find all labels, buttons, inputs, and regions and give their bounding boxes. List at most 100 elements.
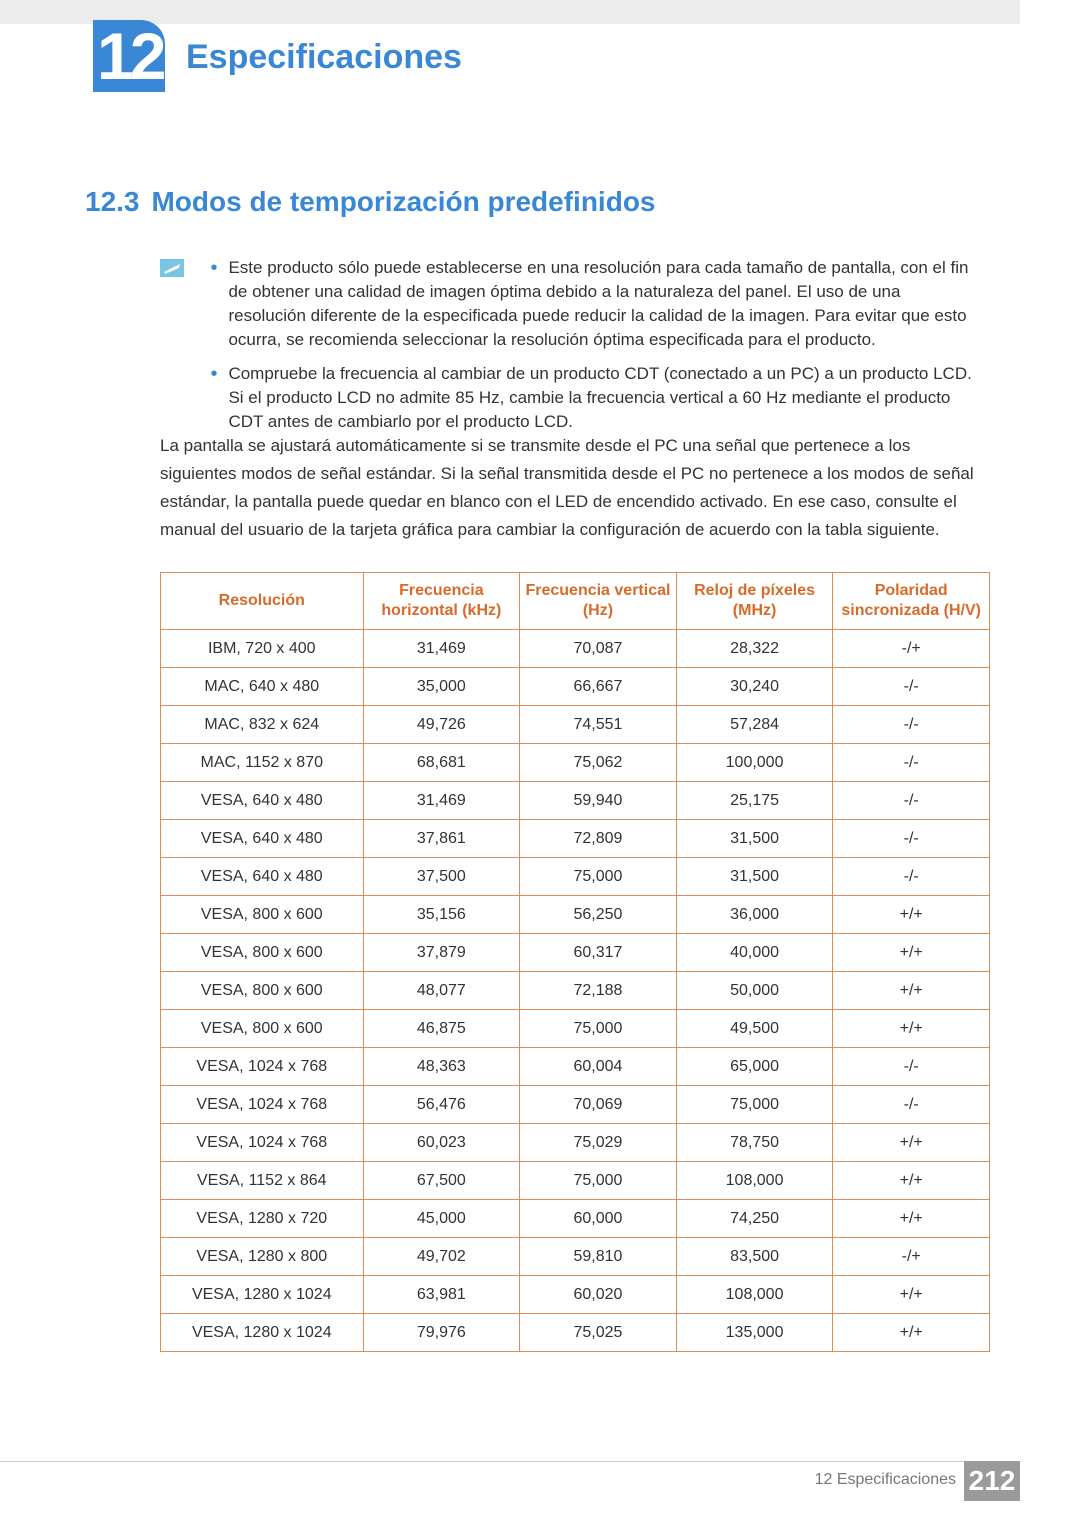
table-cell: 74,551 bbox=[520, 706, 677, 744]
table-cell: +/+ bbox=[833, 934, 990, 972]
table-cell: 49,726 bbox=[363, 706, 520, 744]
table-cell: 35,000 bbox=[363, 668, 520, 706]
table-row: VESA, 640 x 48037,86172,80931,500-/- bbox=[161, 820, 990, 858]
table-cell: 31,469 bbox=[363, 630, 520, 668]
table-cell: 48,363 bbox=[363, 1048, 520, 1086]
table-cell: +/+ bbox=[833, 1124, 990, 1162]
table-cell: 63,981 bbox=[363, 1276, 520, 1314]
table-cell: 37,500 bbox=[363, 858, 520, 896]
table-cell: 25,175 bbox=[676, 782, 833, 820]
page-number: 212 bbox=[964, 1461, 1020, 1501]
table-row: VESA, 1280 x 102463,98160,020108,000+/+ bbox=[161, 1276, 990, 1314]
table-row: VESA, 800 x 60046,87575,00049,500+/+ bbox=[161, 1010, 990, 1048]
table-cell: 37,879 bbox=[363, 934, 520, 972]
table-cell: +/+ bbox=[833, 1010, 990, 1048]
table-cell: 36,000 bbox=[676, 896, 833, 934]
table-cell: 108,000 bbox=[676, 1162, 833, 1200]
table-header-row: Resolución Frecuencia horizontal (kHz) F… bbox=[161, 573, 990, 630]
table-cell: MAC, 640 x 480 bbox=[161, 668, 364, 706]
table-cell: 108,000 bbox=[676, 1276, 833, 1314]
table-cell: -/+ bbox=[833, 630, 990, 668]
table-row: VESA, 1280 x 102479,97675,025135,000+/+ bbox=[161, 1314, 990, 1352]
note-block: Este producto sólo puede establecerse en… bbox=[160, 256, 985, 444]
table-cell: VESA, 1024 x 768 bbox=[161, 1048, 364, 1086]
table-cell: 60,000 bbox=[520, 1200, 677, 1238]
table-cell: 49,500 bbox=[676, 1010, 833, 1048]
footer-text: 12 Especificaciones bbox=[815, 1471, 956, 1489]
table-row: IBM, 720 x 40031,46970,08728,322-/+ bbox=[161, 630, 990, 668]
table-cell: 35,156 bbox=[363, 896, 520, 934]
table-cell: VESA, 1280 x 1024 bbox=[161, 1276, 364, 1314]
table-row: VESA, 1280 x 80049,70259,81083,500-/+ bbox=[161, 1238, 990, 1276]
table-cell: MAC, 832 x 624 bbox=[161, 706, 364, 744]
table-row: VESA, 1024 x 76860,02375,02978,750+/+ bbox=[161, 1124, 990, 1162]
note-item: Compruebe la frecuencia al cambiar de un… bbox=[206, 362, 981, 434]
table-cell: 48,077 bbox=[363, 972, 520, 1010]
table-cell: VESA, 800 x 600 bbox=[161, 934, 364, 972]
table-cell: MAC, 1152 x 870 bbox=[161, 744, 364, 782]
table-cell: 72,188 bbox=[520, 972, 677, 1010]
table-cell: 46,875 bbox=[363, 1010, 520, 1048]
table-row: MAC, 1152 x 87068,68175,062100,000-/- bbox=[161, 744, 990, 782]
table-cell: +/+ bbox=[833, 1314, 990, 1352]
table-body: IBM, 720 x 40031,46970,08728,322-/+MAC, … bbox=[161, 630, 990, 1352]
table-row: VESA, 1024 x 76856,47670,06975,000-/- bbox=[161, 1086, 990, 1124]
table-cell: 30,240 bbox=[676, 668, 833, 706]
table-cell: VESA, 640 x 480 bbox=[161, 820, 364, 858]
table-cell: 37,861 bbox=[363, 820, 520, 858]
table-row: VESA, 1280 x 72045,00060,00074,250+/+ bbox=[161, 1200, 990, 1238]
table-cell: VESA, 800 x 600 bbox=[161, 1010, 364, 1048]
table-cell: VESA, 1280 x 1024 bbox=[161, 1314, 364, 1352]
table-cell: -/- bbox=[833, 706, 990, 744]
table-cell: 67,500 bbox=[363, 1162, 520, 1200]
table-cell: 75,000 bbox=[520, 858, 677, 896]
col-pixclock: Reloj de píxeles (MHz) bbox=[676, 573, 833, 630]
table-row: VESA, 800 x 60035,15656,25036,000+/+ bbox=[161, 896, 990, 934]
body-paragraph: La pantalla se ajustará automáticamente … bbox=[160, 432, 990, 544]
col-hfreq: Frecuencia horizontal (kHz) bbox=[363, 573, 520, 630]
table-cell: 100,000 bbox=[676, 744, 833, 782]
table-cell: 65,000 bbox=[676, 1048, 833, 1086]
table-row: VESA, 640 x 48031,46959,94025,175-/- bbox=[161, 782, 990, 820]
table-cell: 75,000 bbox=[676, 1086, 833, 1124]
table-cell: -/- bbox=[833, 858, 990, 896]
table-cell: 60,004 bbox=[520, 1048, 677, 1086]
table-cell: 49,702 bbox=[363, 1238, 520, 1276]
table-cell: -/- bbox=[833, 782, 990, 820]
footer: 12 Especificaciones 212 bbox=[0, 1461, 1020, 1501]
table-cell: 57,284 bbox=[676, 706, 833, 744]
table-row: MAC, 640 x 48035,00066,66730,240-/- bbox=[161, 668, 990, 706]
table-row: MAC, 832 x 62449,72674,55157,284-/- bbox=[161, 706, 990, 744]
col-polarity: Polaridad sincronizada (H/V) bbox=[833, 573, 990, 630]
table-cell: 31,500 bbox=[676, 858, 833, 896]
col-resolution: Resolución bbox=[161, 573, 364, 630]
chapter-title: Especificaciones bbox=[186, 38, 462, 77]
note-list: Este producto sólo puede establecerse en… bbox=[206, 256, 981, 444]
table-cell: -/- bbox=[833, 1048, 990, 1086]
table-cell: 60,023 bbox=[363, 1124, 520, 1162]
table-cell: VESA, 1024 x 768 bbox=[161, 1086, 364, 1124]
col-vfreq: Frecuencia vertical (Hz) bbox=[520, 573, 677, 630]
table-cell: IBM, 720 x 400 bbox=[161, 630, 364, 668]
page: 12 Especificaciones 12.3 Modos de tempor… bbox=[0, 0, 1080, 1527]
table-cell: 56,476 bbox=[363, 1086, 520, 1124]
table-cell: 75,000 bbox=[520, 1010, 677, 1048]
table-cell: VESA, 800 x 600 bbox=[161, 972, 364, 1010]
table-cell: +/+ bbox=[833, 1200, 990, 1238]
table-cell: VESA, 1280 x 720 bbox=[161, 1200, 364, 1238]
table-cell: 75,000 bbox=[520, 1162, 677, 1200]
table-cell: +/+ bbox=[833, 972, 990, 1010]
table-cell: 75,029 bbox=[520, 1124, 677, 1162]
table-cell: +/+ bbox=[833, 1162, 990, 1200]
table-row: VESA, 1024 x 76848,36360,00465,000-/- bbox=[161, 1048, 990, 1086]
footer-divider bbox=[0, 1461, 1020, 1462]
table-cell: 75,025 bbox=[520, 1314, 677, 1352]
table-cell: -/- bbox=[833, 820, 990, 858]
table-cell: 59,810 bbox=[520, 1238, 677, 1276]
table-cell: 28,322 bbox=[676, 630, 833, 668]
table-cell: -/- bbox=[833, 1086, 990, 1124]
table-cell: 135,000 bbox=[676, 1314, 833, 1352]
table-cell: VESA, 640 x 480 bbox=[161, 782, 364, 820]
chapter-badge: 12 bbox=[93, 20, 165, 92]
table-row: VESA, 800 x 60037,87960,31740,000+/+ bbox=[161, 934, 990, 972]
